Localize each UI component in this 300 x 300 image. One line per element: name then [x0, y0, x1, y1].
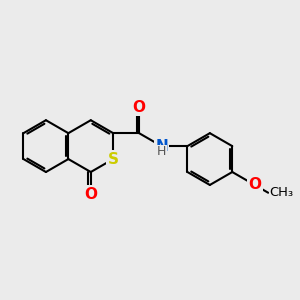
Text: O: O: [248, 178, 261, 193]
Text: S: S: [108, 152, 119, 166]
Text: H: H: [157, 145, 166, 158]
Text: O: O: [133, 100, 146, 115]
Text: CH₃: CH₃: [269, 186, 294, 199]
Text: O: O: [84, 187, 97, 202]
Text: N: N: [155, 139, 168, 154]
